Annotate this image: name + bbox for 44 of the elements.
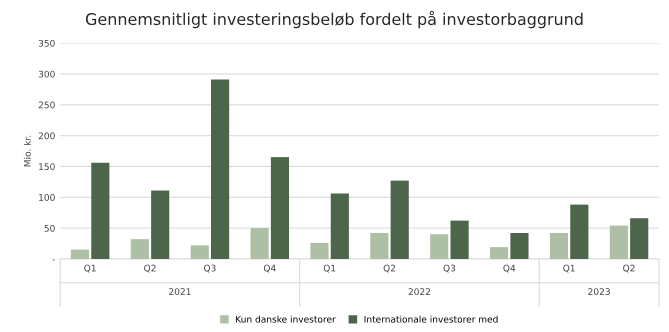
bar (370, 232, 388, 259)
text: 2022 (408, 288, 430, 296)
chart-title: Gennemsnitligt investeringsbeløb fordelt på investorbaggrund (86, 10, 582, 28)
x-tick-label: Q4 (503, 264, 516, 273)
y-tick-label: 200 (38, 132, 55, 140)
bar (450, 220, 469, 259)
legend-label: Internationale investorer med (364, 316, 498, 323)
x-tick-label: Q1 (563, 264, 575, 273)
y-axis-title: Mio. kr. (24, 136, 31, 166)
y-tick-label: 350 (38, 40, 55, 47)
bar (550, 232, 568, 259)
x-tick-label: Q3 (443, 264, 456, 273)
legend-label: Kun danske investorer (236, 316, 336, 323)
bar (610, 226, 628, 259)
bar (570, 204, 588, 259)
bar (630, 218, 648, 259)
bar (151, 190, 170, 259)
bar (430, 234, 448, 259)
bar (250, 228, 269, 259)
y-tick-label: 50 (44, 224, 55, 232)
x-tick-label: Q3 (204, 264, 216, 273)
bar (330, 194, 349, 259)
bar (490, 247, 508, 259)
x-tick-label: Q2 (623, 264, 635, 273)
bar (310, 242, 329, 259)
text: 2023 (588, 288, 610, 296)
bar (510, 232, 529, 259)
y-tick-label: 250 (38, 102, 55, 108)
x-tick-label: Q1 (324, 264, 336, 273)
bar (91, 162, 110, 259)
bar (390, 180, 409, 259)
bar (211, 79, 230, 259)
bar (130, 239, 149, 259)
y-tick-label: 150 (39, 163, 55, 170)
text: 2021 (169, 288, 191, 296)
x-tick-label: Q2 (144, 264, 156, 273)
bar (190, 245, 209, 259)
x-tick-label: Q2 (384, 264, 396, 273)
bar (270, 157, 290, 259)
x-tick-label: Q4 (264, 264, 276, 273)
y-tick-label: 100 (39, 194, 55, 201)
x-tick-label: Q1 (84, 264, 96, 273)
y-tick-label: 300 (38, 70, 55, 78)
bar (70, 250, 90, 259)
